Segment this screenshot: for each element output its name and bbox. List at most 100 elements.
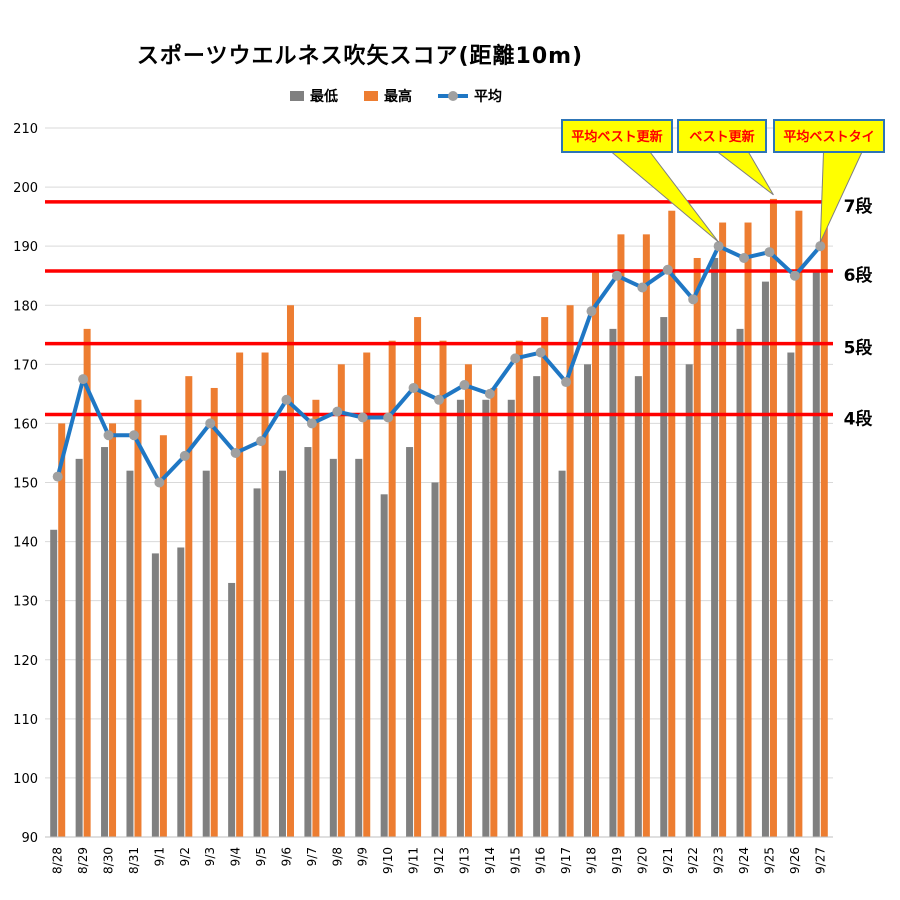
y-tick-label: 130	[13, 595, 38, 610]
x-tick-label: 8/28	[51, 847, 65, 874]
bar-max	[490, 387, 498, 837]
y-tick-label: 120	[13, 654, 38, 669]
callout-box	[677, 119, 767, 153]
bar-min	[584, 364, 592, 837]
avg-point	[357, 412, 368, 423]
bar-max	[414, 317, 422, 838]
x-tick-label: 9/23	[712, 847, 726, 874]
y-tick-label: 100	[13, 772, 38, 787]
bar-min	[711, 257, 719, 837]
avg-point	[128, 430, 139, 441]
x-tick-label: 9/22	[686, 847, 700, 874]
x-tick-label: 9/20	[635, 847, 649, 874]
avg-point	[815, 241, 826, 252]
threshold-label: 6段	[844, 265, 873, 286]
bar-min	[533, 376, 541, 837]
y-tick-label: 140	[13, 536, 38, 551]
x-tick-label: 8/30	[102, 847, 116, 874]
bar-min	[329, 458, 337, 837]
callout-pointer	[610, 151, 720, 243]
bar-max	[769, 198, 777, 837]
avg-point	[434, 394, 444, 405]
x-tick-label: 9/12	[432, 847, 446, 874]
legend-swatch-max	[364, 91, 378, 101]
x-tick-label: 9/2	[178, 847, 192, 866]
y-tick-label: 210	[13, 122, 38, 137]
bar-min	[50, 529, 58, 837]
bar-min	[406, 447, 414, 837]
avg-point	[179, 450, 190, 461]
x-tick-label: 9/10	[381, 847, 395, 874]
x-tick-label: 9/5	[254, 847, 268, 866]
bar-min	[304, 447, 312, 837]
bar-max	[541, 317, 549, 838]
y-tick-label: 150	[13, 477, 38, 492]
bar-min	[380, 494, 388, 837]
x-tick-label: 9/15	[508, 847, 522, 874]
bar-max	[617, 234, 625, 838]
avg-point	[205, 418, 216, 429]
bar-min	[482, 399, 490, 837]
bar-min	[75, 458, 83, 837]
callout-box	[773, 119, 885, 153]
bar-max	[439, 340, 447, 837]
avg-point	[332, 406, 343, 417]
avg-point	[713, 241, 724, 252]
bar-max	[261, 352, 269, 837]
legend-swatch-avg	[438, 91, 468, 101]
x-tick-label: 9/9	[356, 847, 370, 866]
avg-point	[688, 294, 699, 305]
bar-max	[286, 305, 294, 837]
bar-min	[558, 470, 566, 837]
avg-point	[408, 382, 419, 393]
callout-text: ベスト更新	[689, 129, 754, 145]
bar-max	[210, 387, 218, 837]
bar-max	[515, 340, 523, 837]
callout-text: 平均ベストタイ	[783, 129, 874, 145]
x-tick-label: 9/6	[279, 847, 293, 866]
x-tick-label: 9/16	[534, 847, 548, 874]
avg-point	[154, 477, 165, 488]
bar-min	[812, 269, 820, 837]
x-tick-label: 8/29	[76, 847, 90, 874]
bar-min	[634, 376, 642, 837]
avg-point	[256, 436, 267, 447]
avg-point	[306, 418, 317, 429]
avg-point	[789, 270, 800, 281]
bar-max	[693, 257, 701, 837]
bar-max	[566, 305, 574, 837]
x-tick-label: 8/31	[127, 847, 141, 874]
callout-text: 平均ベスト更新	[571, 129, 662, 145]
bar-min	[456, 399, 464, 837]
avg-point	[281, 394, 292, 405]
legend-item-avg: 平均	[438, 86, 502, 106]
bar-min	[736, 328, 744, 837]
avg-point	[739, 252, 750, 263]
y-tick-label: 180	[13, 299, 38, 314]
avg-point	[535, 347, 546, 358]
bar-min	[507, 399, 515, 837]
avg-point	[637, 282, 648, 293]
x-tick-label: 9/14	[483, 847, 497, 874]
y-tick-label: 170	[13, 358, 38, 373]
bar-max	[820, 222, 828, 838]
avg-point	[459, 380, 470, 391]
avg-point	[230, 447, 241, 458]
threshold-label: 4段	[844, 409, 873, 430]
x-tick-label: 9/11	[407, 847, 421, 874]
callout-pointer	[716, 151, 774, 196]
x-tick-label: 9/8	[330, 847, 344, 866]
x-tick-label: 9/25	[762, 847, 776, 874]
bar-max	[58, 423, 66, 837]
legend-label-max: 最高	[384, 89, 412, 105]
x-tick-label: 9/13	[457, 847, 471, 874]
bar-max	[642, 234, 650, 838]
avg-point	[103, 430, 114, 441]
x-tick-label: 9/7	[305, 847, 319, 866]
threshold-label: 5段	[844, 338, 873, 359]
avg-point	[662, 264, 673, 275]
bar-min	[101, 447, 109, 837]
bar-max	[719, 222, 727, 838]
